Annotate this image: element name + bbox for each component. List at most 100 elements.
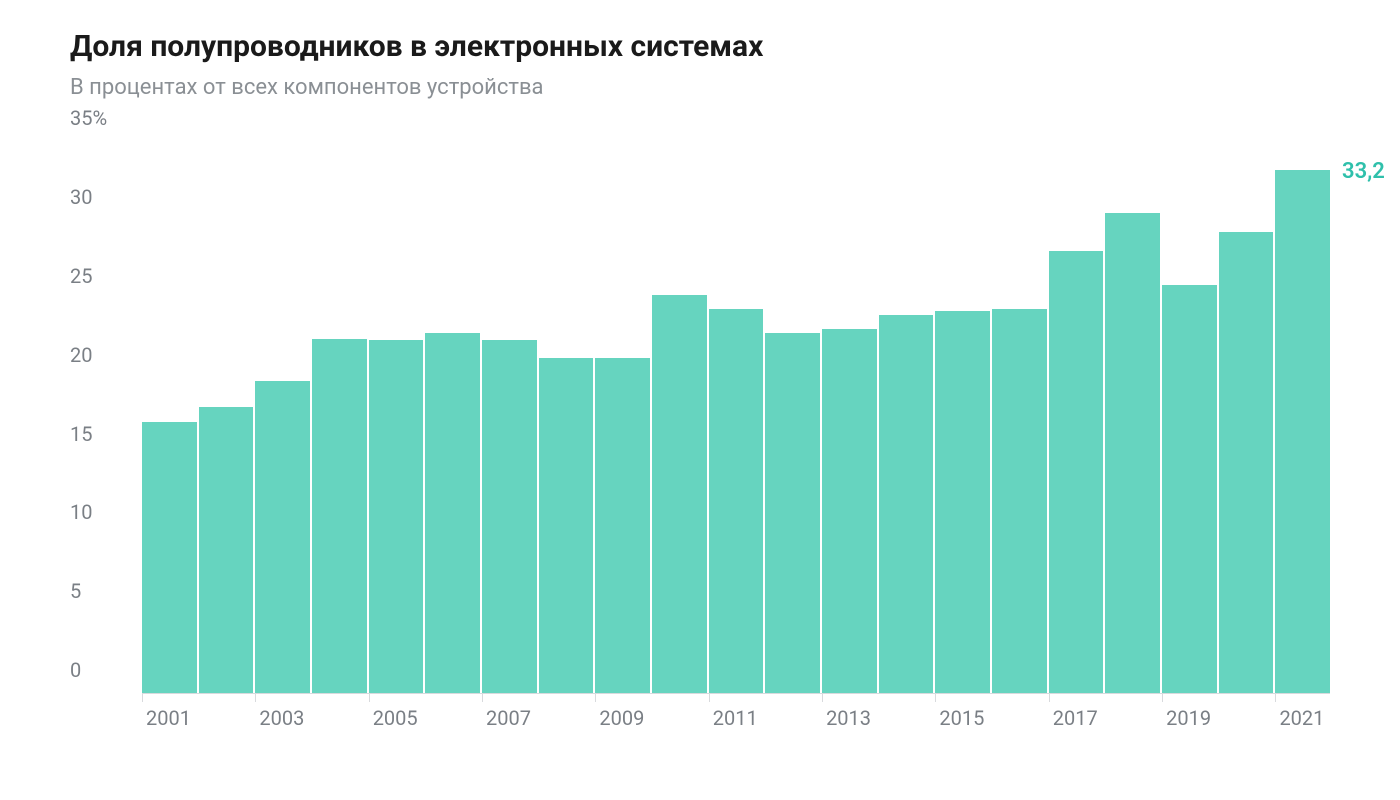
x-slot: 2007 xyxy=(482,694,537,742)
x-tick-label: 2021 xyxy=(1279,706,1324,730)
chart-subtitle: В процентах от всех компонентов устройст… xyxy=(70,74,1330,103)
x-tick-label: 2015 xyxy=(939,706,984,730)
x-slot: 2005 xyxy=(369,694,424,742)
chart-title: Доля полупроводников в электронных систе… xyxy=(70,28,1330,66)
bar-slot xyxy=(595,142,650,693)
x-slot: 2001 xyxy=(142,694,197,742)
x-tick-label: 2001 xyxy=(146,706,191,730)
x-axis: 2001 2003 2005 2007 2009 2011 2013 2015 2017 2019… xyxy=(142,694,1330,742)
x-tick-label: 2017 xyxy=(1053,706,1098,730)
x-tick-mark xyxy=(822,694,823,702)
bar-slot xyxy=(369,142,424,693)
x-slot xyxy=(425,694,480,742)
x-tick-mark xyxy=(142,694,143,702)
y-tick-label: 15 xyxy=(70,422,130,446)
x-tick-label: 2011 xyxy=(713,706,758,730)
bar xyxy=(1162,285,1217,693)
x-tick-mark xyxy=(709,694,710,702)
bar-slot xyxy=(199,142,254,693)
bar-slot xyxy=(1105,142,1160,693)
bar xyxy=(1275,170,1330,693)
bar-slot xyxy=(425,142,480,693)
x-slot xyxy=(992,694,1047,742)
bar-slot xyxy=(1219,142,1274,693)
x-tick-mark xyxy=(255,694,256,702)
x-tick-mark xyxy=(1049,694,1050,702)
bar xyxy=(765,333,820,694)
bar xyxy=(935,311,990,694)
x-slot: 2009 xyxy=(595,694,650,742)
y-tick-label: 30 xyxy=(70,185,130,209)
bar-slot xyxy=(935,142,990,693)
bar-slot xyxy=(255,142,310,693)
x-slot: 2011 xyxy=(709,694,764,742)
bar-slot xyxy=(822,142,877,693)
bar xyxy=(539,358,594,693)
bar xyxy=(992,309,1047,693)
bar xyxy=(1219,232,1274,693)
x-slot: 2013 xyxy=(822,694,877,742)
bar xyxy=(199,407,254,694)
x-slot: 2021 xyxy=(1275,694,1330,742)
bar-slot xyxy=(765,142,820,693)
x-slot xyxy=(879,694,934,742)
x-slot xyxy=(652,694,707,742)
plot-region xyxy=(142,142,1330,694)
bar xyxy=(709,309,764,693)
y-tick-label: 0 xyxy=(70,658,130,682)
x-slot xyxy=(1105,694,1160,742)
y-tick-label: 35% xyxy=(70,106,130,130)
x-tick-label: 2005 xyxy=(373,706,418,730)
bar-slot xyxy=(1049,142,1104,693)
x-tick-mark xyxy=(595,694,596,702)
bar-slot xyxy=(709,142,764,693)
x-tick-mark xyxy=(369,694,370,702)
x-slot xyxy=(312,694,367,742)
bar xyxy=(1049,251,1104,693)
bar-slot xyxy=(142,142,197,693)
bar xyxy=(369,340,424,693)
bar-slot xyxy=(539,142,594,693)
y-tick-label: 25 xyxy=(70,264,130,288)
x-slot xyxy=(199,694,254,742)
bar-slot xyxy=(1162,142,1217,693)
x-tick-mark xyxy=(1275,694,1276,702)
x-tick-mark xyxy=(935,694,936,702)
bar xyxy=(425,333,480,694)
x-slot: 2015 xyxy=(935,694,990,742)
x-slot xyxy=(539,694,594,742)
bar-slot xyxy=(992,142,1047,693)
bar-slot xyxy=(1275,142,1330,693)
x-tick-label: 2009 xyxy=(599,706,644,730)
x-tick-mark xyxy=(1162,694,1163,702)
bar xyxy=(652,295,707,693)
bar xyxy=(482,340,537,693)
y-tick-label: 5 xyxy=(70,579,130,603)
bar xyxy=(255,381,310,693)
x-tick-label: 2007 xyxy=(486,706,531,730)
x-slot xyxy=(765,694,820,742)
bar xyxy=(822,329,877,693)
bar-slot xyxy=(482,142,537,693)
x-tick-label: 2019 xyxy=(1166,706,1211,730)
y-tick-label: 10 xyxy=(70,500,130,524)
bar-slot xyxy=(652,142,707,693)
x-tick-label: 2013 xyxy=(826,706,871,730)
x-slot: 2019 xyxy=(1162,694,1217,742)
x-slot: 2003 xyxy=(255,694,310,742)
bar-slot xyxy=(312,142,367,693)
bar xyxy=(879,315,934,693)
y-axis: 05101520253035% xyxy=(70,142,130,694)
bar xyxy=(312,339,367,693)
bar xyxy=(142,422,197,693)
x-tick-label: 2003 xyxy=(259,706,304,730)
y-tick-label: 20 xyxy=(70,343,130,367)
bar-slot xyxy=(879,142,934,693)
x-slot xyxy=(1219,694,1274,742)
bar xyxy=(595,358,650,693)
bar xyxy=(1105,213,1160,693)
chart-area: 05101520253035% 200120032005200720092011… xyxy=(70,142,1330,742)
x-tick-mark xyxy=(482,694,483,702)
bar-callout-label: 33,2 xyxy=(1342,159,1385,184)
x-slot: 2017 xyxy=(1049,694,1104,742)
